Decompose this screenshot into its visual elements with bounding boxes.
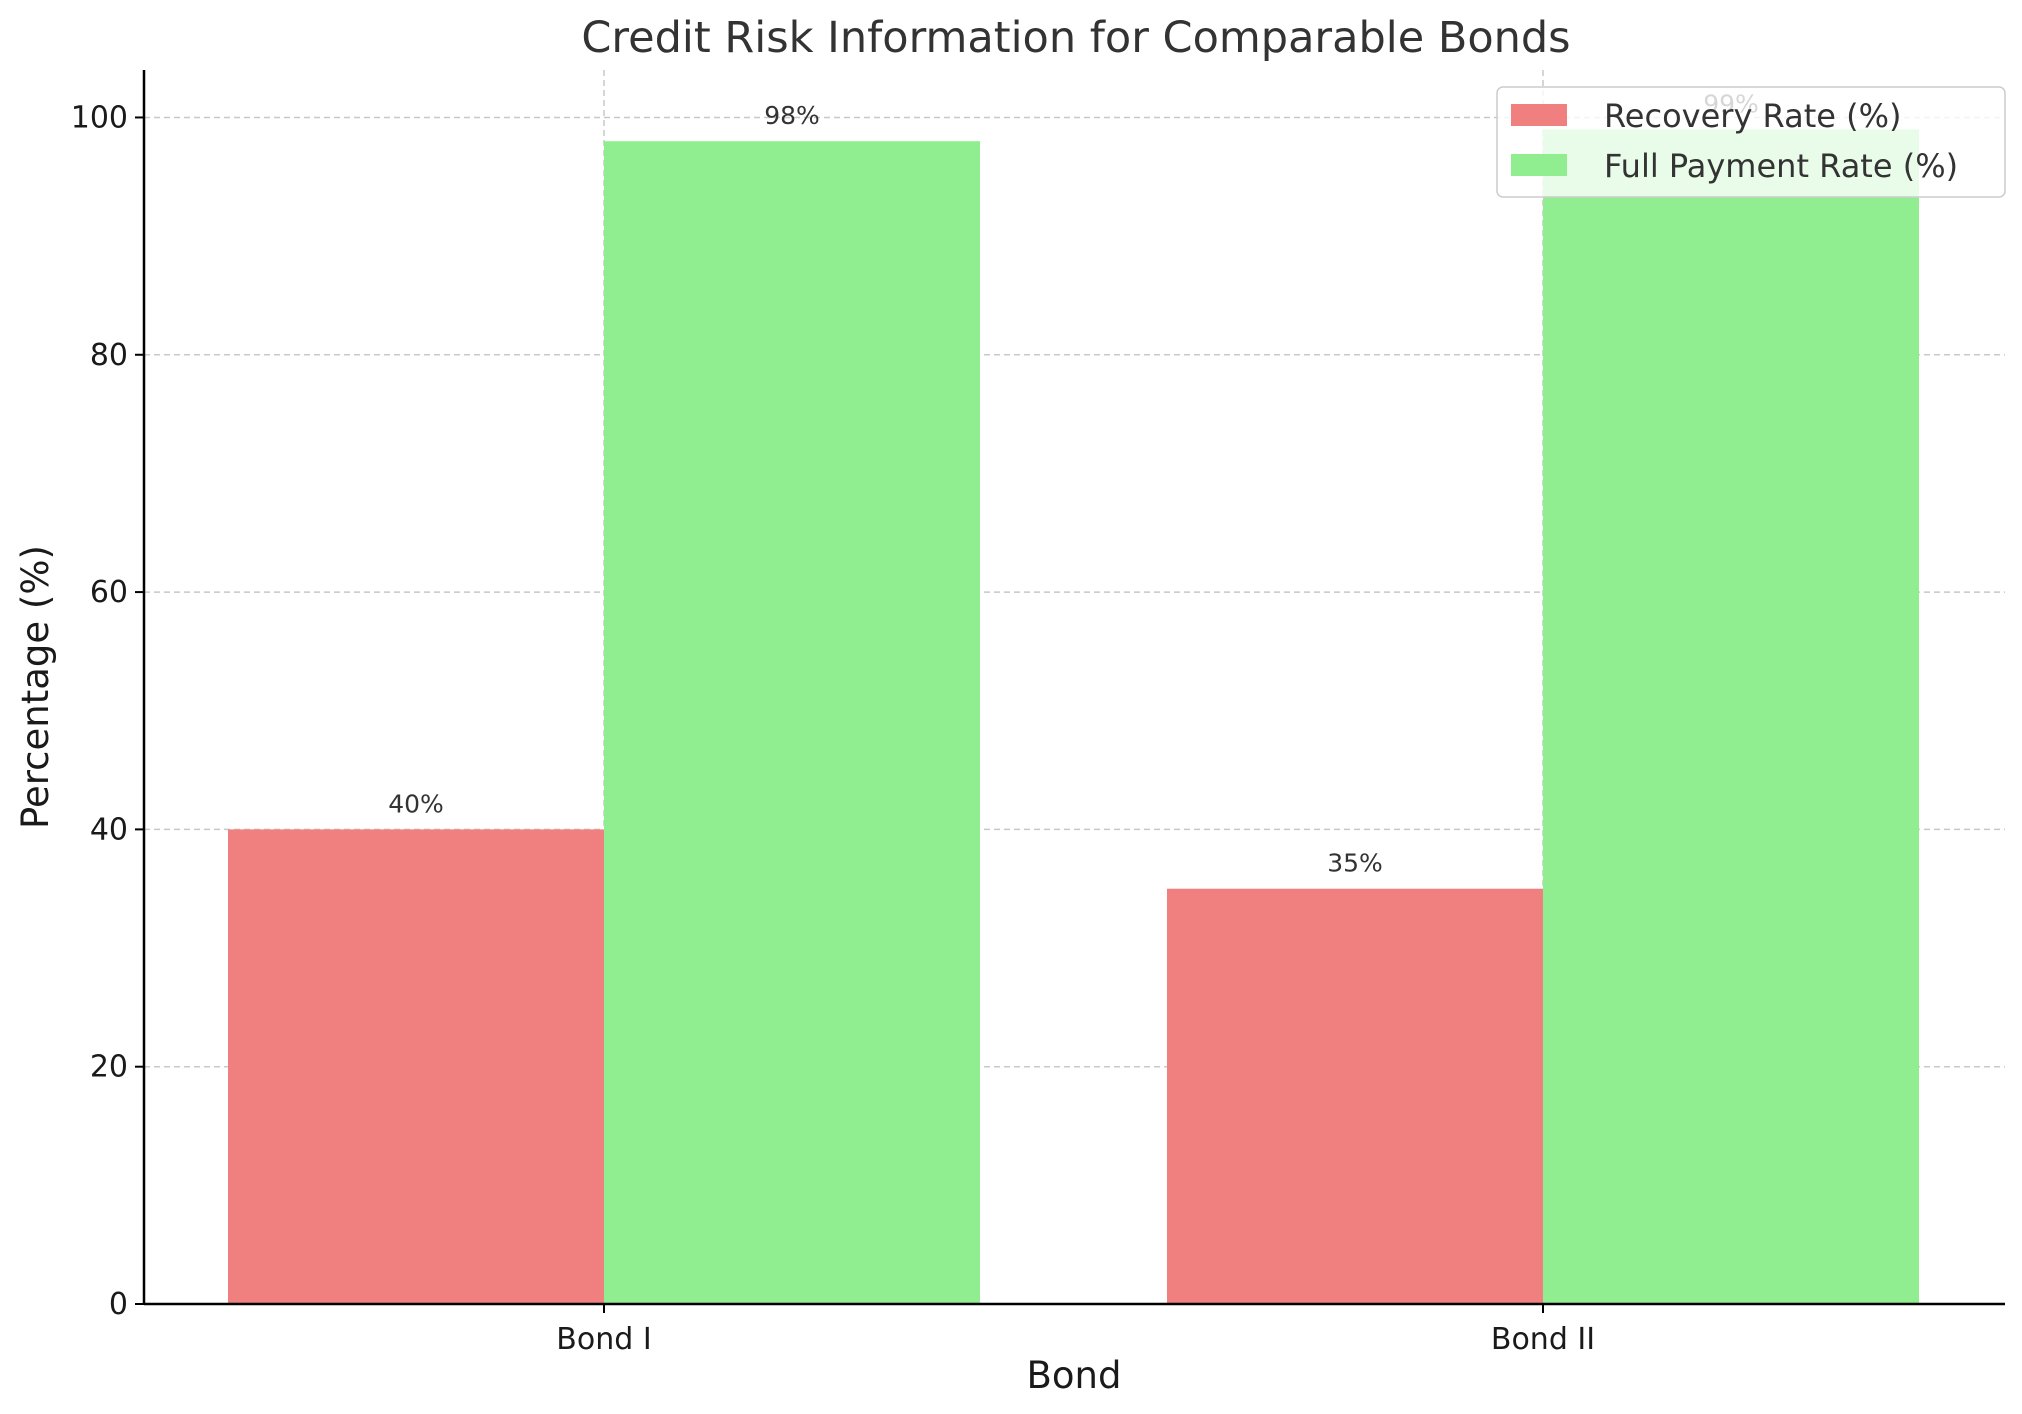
y-axis-label: Percentage (%): [14, 545, 57, 829]
data-label-series0-1: 35%: [1327, 849, 1383, 878]
chart-title: Credit Risk Information for Comparable B…: [581, 13, 1570, 63]
legend-swatch-1: [1511, 154, 1567, 176]
bar-series1-1: [1543, 129, 1919, 1305]
x-axis-label: Bond: [1027, 1354, 1122, 1397]
y-tick-label-4: 80: [90, 338, 128, 373]
bar-series0-1: [1167, 888, 1543, 1304]
data-label-series0-0: 40%: [388, 789, 444, 818]
bars: [228, 129, 1919, 1305]
x-ticks: Bond I Bond II: [556, 1304, 1595, 1357]
x-tick-label-0: Bond I: [556, 1322, 651, 1357]
legend-box: [1496, 86, 2006, 198]
bar-series0-0: [228, 829, 604, 1304]
legend: Recovery Rate (%) Full Payment Rate (%): [1496, 86, 2006, 198]
legend-label-0: Recovery Rate (%): [1604, 97, 1901, 135]
y-tick-label-0: 0: [109, 1287, 128, 1322]
axes: [142, 70, 2005, 1306]
bar-series1-0: [604, 141, 980, 1305]
y-ticks: 0 20 40 60 80 100: [71, 100, 144, 1322]
y-tick-label-5: 100: [71, 100, 128, 135]
y-tick-label-2: 40: [90, 812, 128, 847]
legend-label-1: Full Payment Rate (%): [1604, 147, 1958, 185]
x-tick-label-1: Bond II: [1491, 1322, 1595, 1357]
y-tick-label-3: 60: [90, 575, 128, 610]
data-label-series1-0: 98%: [764, 101, 820, 130]
legend-swatch-0: [1511, 104, 1567, 126]
y-tick-label-1: 20: [90, 1050, 128, 1085]
